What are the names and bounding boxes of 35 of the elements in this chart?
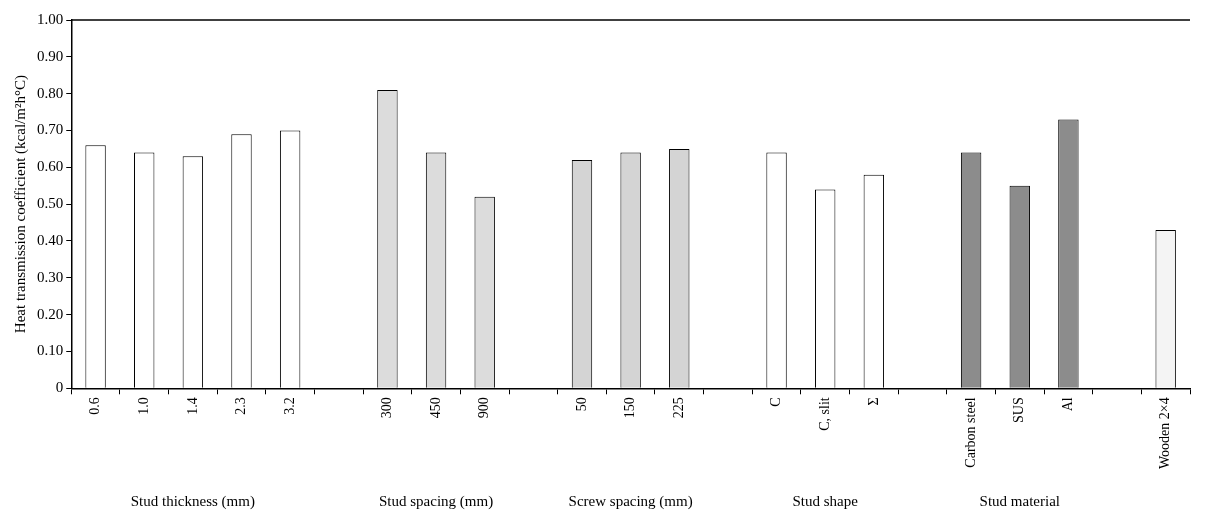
x-tick-label: 450 <box>427 397 443 419</box>
x-tick-label: Σ <box>865 397 881 406</box>
text: Stud thickness (mm) <box>130 493 255 511</box>
x-tick-label: 900 <box>476 397 492 419</box>
y-tick-label: 0 <box>55 379 64 396</box>
y-tick-label: 0.40 <box>37 231 64 248</box>
y-tick-label: 0.80 <box>37 84 64 101</box>
y-tick-label: 0.70 <box>37 121 64 138</box>
y-tick-label: 0.90 <box>37 47 64 64</box>
y-tick-label: 0.30 <box>37 268 64 285</box>
x-tick-label: 2.3 <box>233 397 249 415</box>
x-tick-label: 0.6 <box>87 397 103 415</box>
text: Stud spacing (mm) <box>378 493 494 511</box>
x-tick-label: 300 <box>379 397 395 419</box>
x-tick-label: C, slit <box>816 397 832 431</box>
text: Stud material <box>979 493 1060 510</box>
x-tick-label: 150 <box>622 397 638 419</box>
text: Stud shape <box>792 493 859 510</box>
y-tick-label: 0.50 <box>37 195 64 212</box>
y-tick-label: 1.00 <box>37 10 64 27</box>
x-tick-label: 3.2 <box>281 397 297 415</box>
x-tick-label: Wooden 2×4 <box>1157 397 1173 469</box>
y-tick-label: 0.60 <box>37 158 64 175</box>
x-tick-label: 1.4 <box>184 397 200 415</box>
x-tick-label: Al <box>1060 397 1076 412</box>
x-tick-label: 50 <box>573 397 589 412</box>
x-tick-label: Carbon steel <box>962 397 978 468</box>
x-tick-label: SUS <box>1011 397 1027 423</box>
y-tick-label: 0.10 <box>37 342 64 359</box>
x-tick-label: C <box>768 397 784 407</box>
text: Screw spacing (mm) <box>568 493 693 511</box>
y-axis-title: Heat transmission coefficient (kcal/m²h°C) <box>11 75 29 334</box>
x-tick-label: 1.0 <box>135 397 151 415</box>
x-tick-label: 225 <box>670 397 686 419</box>
y-tick-label: 0.20 <box>37 305 64 322</box>
